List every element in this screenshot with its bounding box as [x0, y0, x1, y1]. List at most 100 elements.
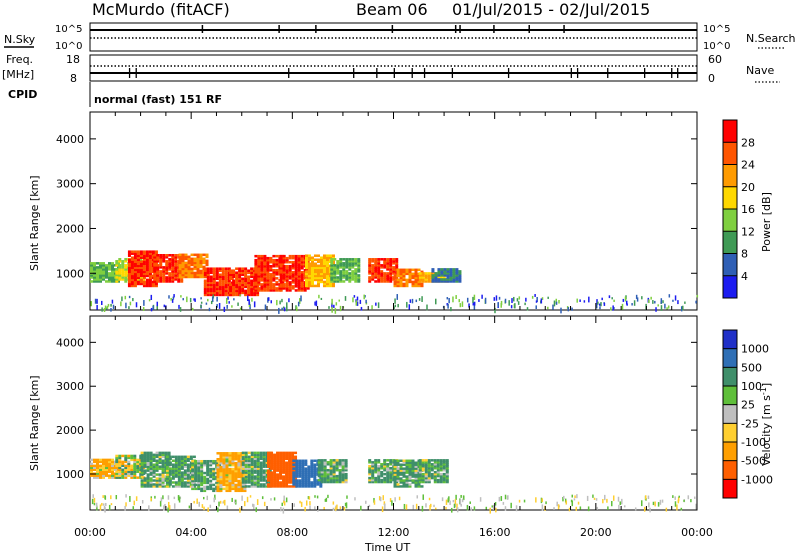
echo-cell: [136, 268, 140, 272]
echo-cell: [267, 469, 271, 472]
echo-cell: [389, 461, 393, 464]
echo-cell: [219, 461, 223, 465]
echo-cell: [298, 473, 302, 476]
echo-cell: [193, 271, 197, 275]
echo-cell: [380, 276, 384, 279]
echo-cell: [136, 250, 140, 253]
echo-cell: [219, 465, 223, 469]
echo-cell: [149, 453, 153, 457]
echo-cell: [142, 268, 146, 272]
speckle: [596, 299, 598, 305]
echo-cell: [206, 471, 210, 475]
speckle: [270, 300, 273, 304]
speckle: [196, 498, 198, 504]
echo-cell: [333, 274, 337, 277]
echo-cell: [250, 485, 254, 488]
speckle: [425, 503, 427, 508]
echo-cell: [439, 465, 443, 468]
echo-cell: [383, 463, 387, 466]
speckle: [225, 297, 228, 304]
echo-cell: [209, 485, 213, 489]
echo-cell: [389, 274, 393, 277]
speckle: [405, 504, 408, 510]
echo-cell: [171, 268, 175, 271]
echo-cell: [267, 485, 271, 488]
speckle: [304, 506, 306, 512]
echo-cell: [237, 489, 241, 493]
echo-cell: [399, 280, 403, 284]
echo-cell: [272, 258, 276, 262]
echo-cell: [269, 275, 273, 278]
echo-cell: [303, 269, 307, 272]
echo-cell: [174, 481, 178, 484]
echo-cell: [374, 270, 378, 273]
echo-cell: [148, 280, 152, 284]
echo-cell: [228, 457, 232, 461]
echo-cell: [96, 476, 99, 479]
echo-cell: [301, 463, 305, 466]
echo-cell: [338, 470, 342, 474]
speckle: [510, 305, 513, 309]
echo-cell: [421, 276, 425, 279]
speckle: [426, 304, 428, 311]
speckle: [421, 505, 424, 512]
echo-cell: [348, 280, 352, 283]
echo-cell: [93, 262, 96, 265]
echo-cell: [253, 463, 257, 466]
echo-cell: [418, 480, 422, 484]
echo-cell: [168, 278, 172, 281]
echo-cell: [190, 267, 194, 271]
echo-cell: [187, 273, 191, 277]
speckle: [553, 300, 556, 307]
echo-cell: [219, 489, 223, 493]
echo-cell: [320, 472, 324, 476]
echo-cell: [288, 281, 292, 284]
echo-cell: [330, 270, 334, 273]
echo-cell: [267, 455, 271, 459]
echo-cell: [317, 474, 321, 478]
echo-cell: [291, 279, 295, 282]
echo-cell: [317, 470, 321, 474]
echo-cell: [402, 270, 406, 274]
echo-cell: [266, 256, 270, 260]
echo-cell: [260, 287, 264, 290]
echo-cell: [262, 477, 266, 480]
echo-cell: [193, 273, 197, 277]
echo-cell: [273, 453, 277, 457]
speckle: [643, 506, 646, 512]
echo-cell: [161, 475, 165, 478]
echo-cell: [153, 254, 157, 257]
echo-cell: [184, 273, 188, 277]
echo-cell: [319, 272, 323, 276]
echo-cell: [377, 260, 381, 263]
echo-cell: [371, 270, 375, 273]
echo-cell: [442, 472, 446, 476]
echo-cell: [225, 461, 229, 465]
echo-cell: [168, 469, 172, 472]
echo-cell: [291, 455, 295, 459]
echo-cell: [399, 276, 403, 280]
speckle: [167, 495, 170, 500]
echo-cell: [118, 470, 122, 473]
echo-cell: [377, 258, 381, 261]
speckle: [106, 305, 109, 310]
echo-cell: [339, 264, 343, 267]
speckle: [331, 298, 333, 305]
echo-cell: [174, 461, 178, 464]
echo-cell: [421, 472, 425, 476]
echo-cell: [118, 476, 122, 479]
speckle: [484, 297, 487, 304]
echo-cell: [433, 463, 437, 466]
echo-cell: [449, 278, 453, 281]
echo-cell: [313, 459, 317, 462]
echo-cell: [411, 272, 415, 276]
echo-cell: [329, 466, 333, 470]
echo-cell: [276, 453, 280, 457]
echo-cell: [232, 273, 236, 277]
echo-cell: [151, 250, 155, 253]
echo-cell: [154, 252, 158, 255]
echo-cell: [276, 467, 280, 470]
echo-cell: [215, 291, 219, 295]
echo-cell: [269, 260, 273, 264]
